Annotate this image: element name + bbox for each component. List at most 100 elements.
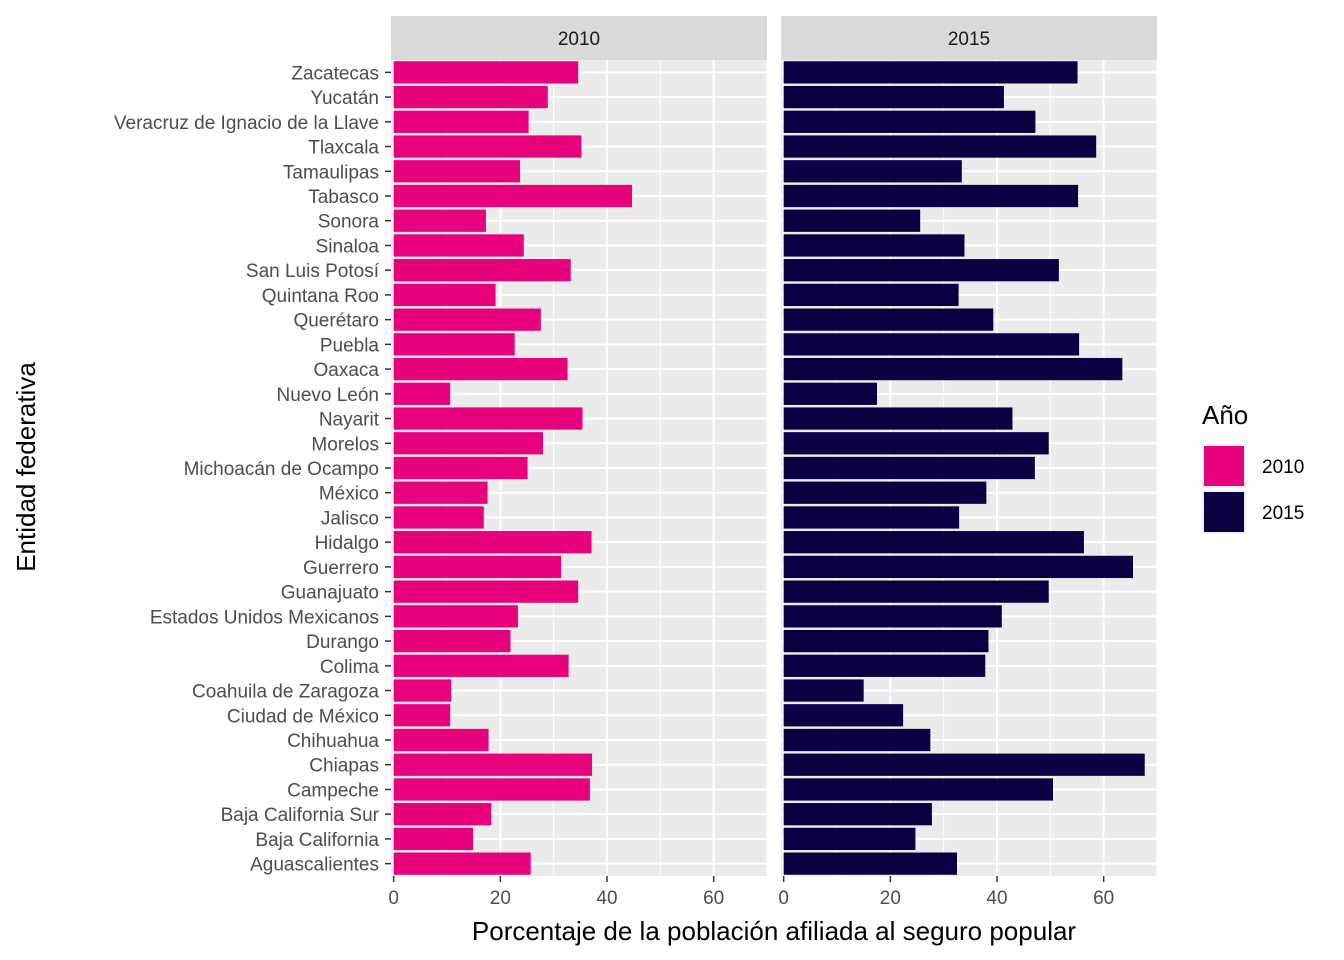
bar (393, 679, 452, 702)
bar (783, 654, 986, 677)
bar (783, 555, 1133, 579)
bar (783, 61, 1078, 84)
bar (783, 110, 1036, 133)
bar (783, 506, 960, 529)
bar (393, 531, 592, 554)
x-tick-label: 0 (778, 888, 789, 909)
facet-strip-2010 (391, 16, 767, 60)
x-tick-label: 20 (880, 888, 901, 909)
bar (393, 432, 543, 455)
bar (783, 85, 1004, 109)
category-label: México (319, 484, 379, 505)
bar (783, 481, 987, 504)
category-label: Morelos (311, 434, 379, 455)
bar (783, 778, 1053, 801)
category-label: Sonora (318, 212, 380, 233)
bar (783, 234, 965, 257)
bar (393, 753, 593, 776)
category-label: Hidalgo (315, 533, 379, 554)
legend-title: Año (1202, 400, 1248, 430)
bar (393, 135, 582, 158)
bar (393, 728, 489, 752)
x-axis-title: Porcentaje de la población afiliada al s… (472, 916, 1077, 946)
bar (783, 531, 1084, 554)
bar (393, 110, 529, 133)
category-label: Michoacán de Ocampo (184, 459, 379, 480)
category-label: Ciudad de México (227, 706, 379, 727)
category-label: San Luis Potosí (246, 261, 380, 282)
bar (783, 259, 1059, 282)
bar (393, 778, 590, 801)
category-label: Zacatecas (291, 63, 379, 84)
legend-swatch-2010 (1204, 446, 1244, 486)
bar (393, 85, 548, 109)
bar (393, 382, 451, 405)
bar (783, 629, 989, 653)
panel-2015: 2015 0 20 40 60 (778, 16, 1158, 909)
bar (393, 605, 518, 628)
category-label: Baja California (255, 830, 379, 851)
x-tick-label: 40 (596, 888, 617, 909)
bar (783, 135, 1097, 158)
bar (783, 827, 916, 851)
y-axis-title: Entidad federativa (11, 362, 41, 572)
legend-swatch-2015 (1204, 492, 1244, 532)
facet-strip-label: 2015 (948, 29, 990, 50)
bar (393, 333, 515, 356)
category-label: Tamaulipas (283, 162, 379, 183)
bar (393, 259, 571, 282)
x-tick-label: 60 (1093, 888, 1114, 909)
category-label: Puebla (320, 335, 380, 356)
category-axis: Zacatecas Yucatán Veracruz de Ignacio de l… (114, 63, 391, 876)
bar (783, 407, 1013, 430)
bar (783, 679, 864, 702)
bar (393, 407, 583, 430)
bar (783, 283, 959, 307)
bar (393, 654, 569, 677)
category-label: Chihuahua (287, 731, 379, 752)
bar (393, 629, 511, 653)
bar (783, 184, 1079, 208)
bar (393, 234, 524, 257)
bar (393, 308, 541, 331)
category-label: Tlaxcala (308, 138, 379, 159)
bar (393, 481, 488, 504)
bar (393, 184, 633, 208)
bar (783, 580, 1049, 603)
category-label: Nayarit (319, 410, 380, 431)
x-tick-label: 20 (490, 888, 511, 909)
category-label: Guerrero (303, 558, 379, 579)
bar (393, 852, 531, 875)
bar (783, 803, 932, 826)
legend: Año 2010 2015 (1202, 400, 1304, 534)
category-label: Estados Unidos Mexicanos (150, 607, 379, 628)
bar (783, 605, 1002, 628)
bar (783, 704, 904, 727)
category-label: Nuevo León (277, 385, 379, 406)
category-label: Durango (306, 632, 379, 653)
bar (783, 432, 1049, 455)
facet-strip-label: 2010 (558, 29, 600, 50)
bar (783, 382, 877, 405)
bar (393, 160, 521, 183)
bar (783, 852, 957, 875)
category-label: Quintana Roo (262, 286, 379, 307)
facet-panels: 2010 0 20 40 60 2015 0 20 40 60 (388, 16, 1158, 909)
bar (393, 803, 492, 826)
category-label: Baja California Sur (221, 805, 380, 826)
facet-strip-2015 (781, 16, 1157, 60)
bar (393, 61, 579, 84)
legend-label: 2015 (1262, 503, 1304, 524)
x-tick-label: 40 (986, 888, 1007, 909)
bar (393, 283, 496, 307)
category-label: Yucatán (310, 88, 379, 109)
bar (393, 580, 579, 603)
category-label: Colima (320, 657, 380, 678)
panel-2010: 2010 0 20 40 60 (388, 16, 768, 909)
category-label: Coahuila de Zaragoza (192, 682, 379, 703)
category-label: Querétaro (293, 311, 379, 332)
bar (783, 209, 921, 232)
category-label: Sinaloa (316, 236, 380, 257)
bar (783, 456, 1035, 480)
